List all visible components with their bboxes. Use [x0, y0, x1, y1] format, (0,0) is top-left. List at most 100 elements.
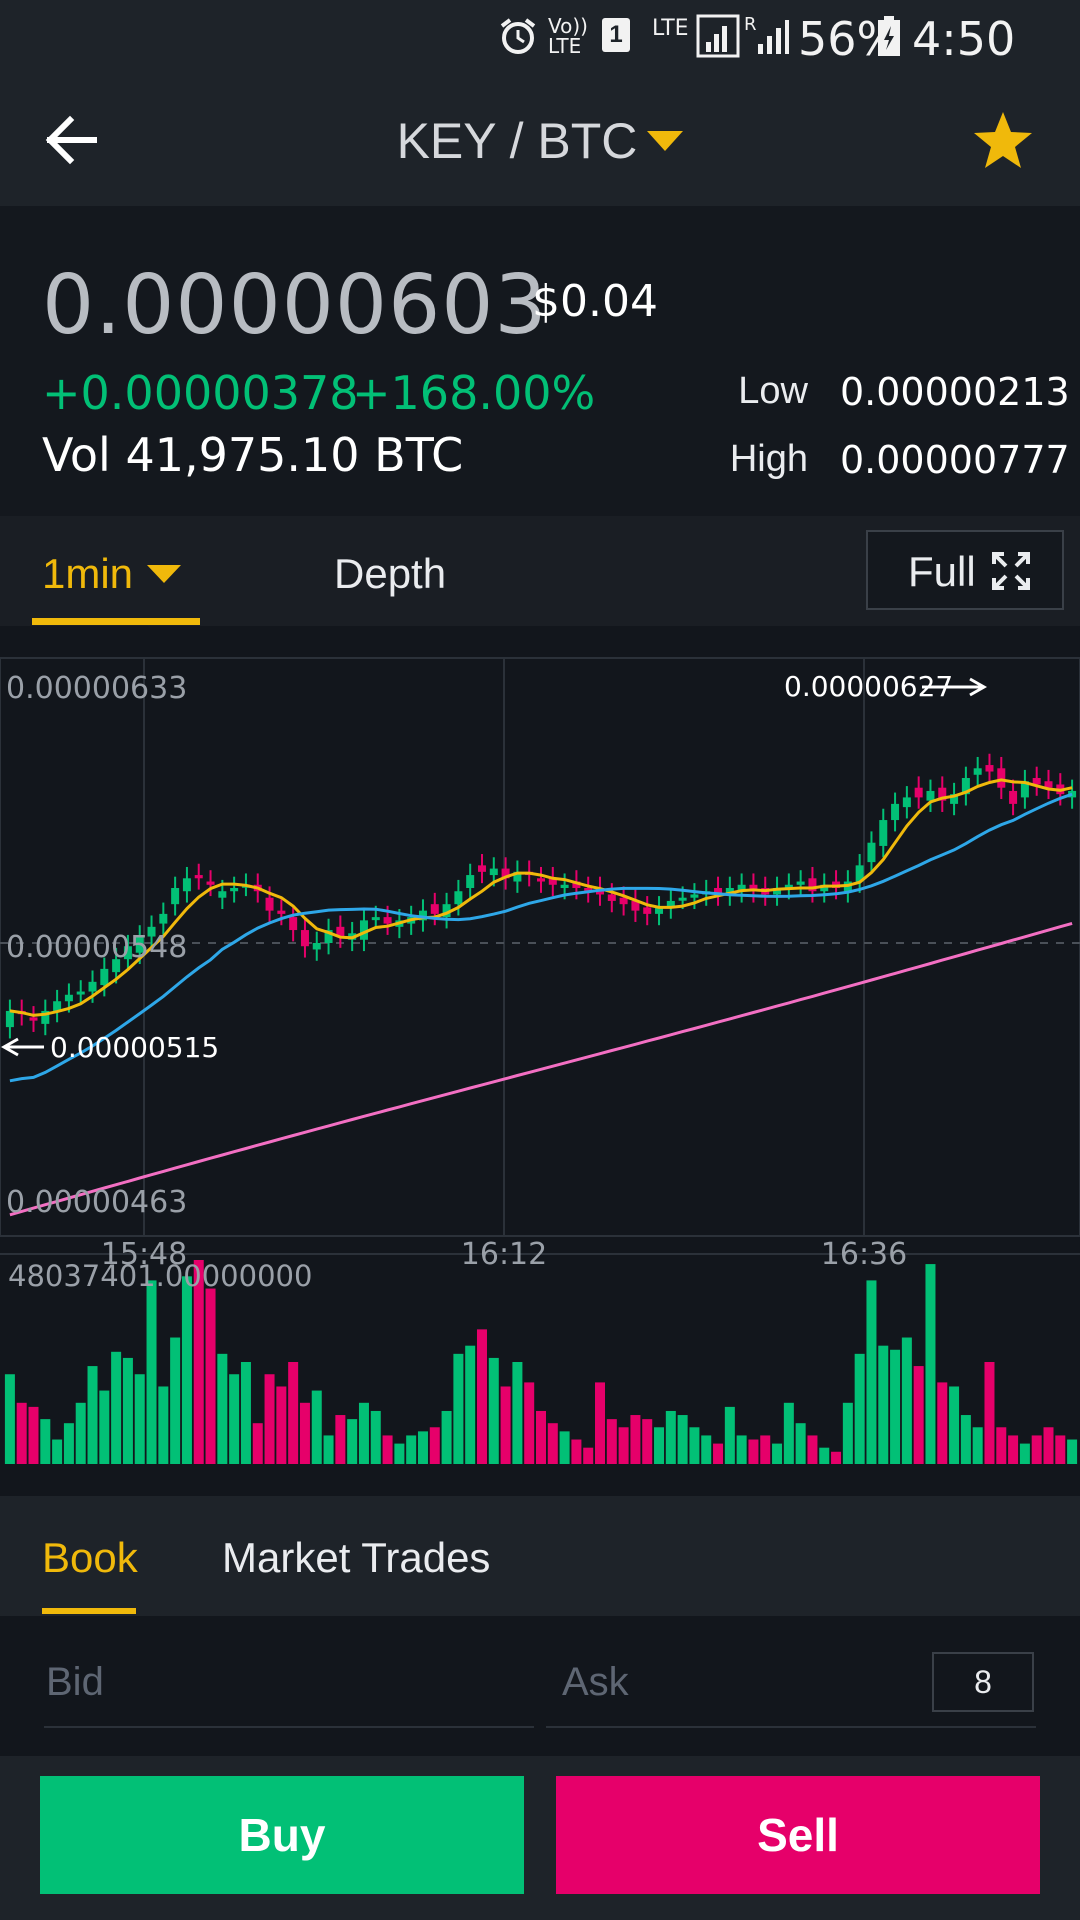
- candle-body: [690, 894, 699, 898]
- volume-bar: [75, 1402, 86, 1464]
- volume-bar: [701, 1435, 712, 1464]
- moving-averages: [9, 778, 1073, 1217]
- volume-bar: [819, 1447, 830, 1464]
- volume-bar: [347, 1419, 358, 1464]
- candle-body: [1009, 790, 1018, 804]
- candle-body: [867, 842, 876, 863]
- book-tabs: Book Market Trades: [0, 1496, 1080, 1616]
- tab-market-trades[interactable]: Market Trades: [222, 1534, 491, 1581]
- book-tab-indicator: [42, 1608, 136, 1614]
- lte-label: LTE: [652, 16, 689, 41]
- volume-bar: [571, 1439, 582, 1464]
- volume-bar: [949, 1386, 960, 1464]
- candle-body: [513, 871, 522, 882]
- candle-body: [147, 926, 156, 937]
- low-value: 0.00000213: [840, 370, 1070, 414]
- volume-bar: [217, 1353, 228, 1464]
- candle-body: [430, 904, 439, 914]
- candle-body: [572, 881, 581, 888]
- candle-body: [619, 897, 628, 905]
- x-axis-label: 16:36: [821, 1237, 907, 1272]
- candle-body: [914, 787, 923, 798]
- axis-labels: 0.00000633 0.00000548 0.00000463 15:48 16:12…: [0, 670, 988, 1293]
- volume-bar: [831, 1451, 842, 1464]
- volume-24h: Vol 41,975.10 BTC: [42, 428, 464, 482]
- expand-icon: [992, 552, 1030, 590]
- candle-body: [5, 1010, 14, 1028]
- candle-body: [737, 884, 746, 892]
- volume-bar: [1019, 1443, 1030, 1464]
- candle-body: [300, 930, 309, 947]
- last-price: 0.00000603: [42, 258, 548, 353]
- volume-bar: [264, 1374, 275, 1464]
- candle-body: [171, 888, 180, 905]
- candle-body: [88, 981, 97, 992]
- volume-bar: [618, 1427, 629, 1464]
- volume-bar: [536, 1410, 546, 1464]
- candle-body: [796, 881, 805, 885]
- roaming-label: R: [744, 14, 757, 35]
- volume-axis-label: 48037401.00000000: [8, 1259, 312, 1293]
- candle-body: [194, 875, 203, 879]
- candle-body: [973, 768, 982, 775]
- candle-body: [725, 888, 734, 895]
- fullscreen-button[interactable]: Full: [866, 530, 1064, 610]
- star-icon[interactable]: [972, 110, 1034, 170]
- candle-body: [53, 1001, 62, 1011]
- candle-body: [336, 926, 345, 937]
- volume-bar: [323, 1435, 334, 1464]
- candle-body: [961, 778, 970, 795]
- bid-column-header: Bid: [46, 1660, 104, 1704]
- candle-body: [985, 765, 994, 772]
- candle-body: [277, 910, 286, 914]
- volume-bar: [276, 1386, 287, 1464]
- candle-body: [466, 875, 475, 888]
- volume-bar: [901, 1337, 912, 1464]
- battery-charging-icon: [878, 16, 900, 56]
- app-header: KEY / BTC: [0, 72, 1080, 206]
- volume-bar: [158, 1386, 169, 1464]
- candle-body: [501, 868, 510, 879]
- chart-area[interactable]: 0.00000633 0.00000548 0.00000463 15:48 16:12…: [0, 626, 1080, 1496]
- volume-bar: [654, 1427, 665, 1464]
- pair-title: KEY / BTC: [396, 113, 638, 169]
- volume-bar: [288, 1362, 299, 1464]
- action-bar: Buy Sell: [0, 1756, 1080, 1920]
- candle-body: [548, 878, 557, 885]
- volume-bar: [429, 1427, 440, 1464]
- x-axis-label: 15:48: [101, 1237, 187, 1272]
- signal-icon-2: [758, 20, 789, 54]
- volume-bar: [476, 1329, 487, 1464]
- fullscreen-label: Full: [908, 548, 976, 595]
- signal-icon: [696, 14, 740, 58]
- volume-bar: [500, 1386, 511, 1464]
- ma-short-line: [9, 778, 1073, 1017]
- tab-book[interactable]: Book: [42, 1534, 138, 1581]
- interval-selector[interactable]: 1min: [42, 550, 182, 598]
- buy-button[interactable]: Buy: [40, 1776, 524, 1894]
- volume-bar: [1055, 1435, 1066, 1464]
- volume-bar: [559, 1431, 570, 1464]
- volume-bar: [748, 1439, 759, 1464]
- price-chart[interactable]: 0.00000633 0.00000548 0.00000463 15:48 16:12…: [0, 626, 1080, 1496]
- volume-bar: [960, 1415, 971, 1464]
- interval-label: 1min: [42, 550, 134, 597]
- arrow-right-icon: [922, 677, 988, 697]
- candle-body: [477, 865, 486, 872]
- tab-depth[interactable]: Depth: [334, 550, 447, 597]
- candle-body: [230, 888, 239, 892]
- price-change: +0.00000378: [42, 366, 359, 420]
- volume-bar: [677, 1415, 688, 1464]
- chart-toolbar: 1min Depth Full: [0, 516, 1080, 626]
- candle-body: [855, 865, 864, 882]
- candle-body: [159, 913, 168, 924]
- pair-selector[interactable]: KEY / BTC: [0, 112, 1080, 170]
- precision-selector[interactable]: 8: [932, 1652, 1034, 1712]
- ma-long-line: [9, 921, 1073, 1217]
- volume-bar: [205, 1288, 216, 1464]
- sell-button[interactable]: Sell: [556, 1776, 1040, 1894]
- volume-bar: [807, 1435, 818, 1464]
- arrow-left-icon[interactable]: [44, 114, 100, 166]
- candle-body: [64, 994, 73, 1002]
- alarm-icon: [500, 18, 536, 54]
